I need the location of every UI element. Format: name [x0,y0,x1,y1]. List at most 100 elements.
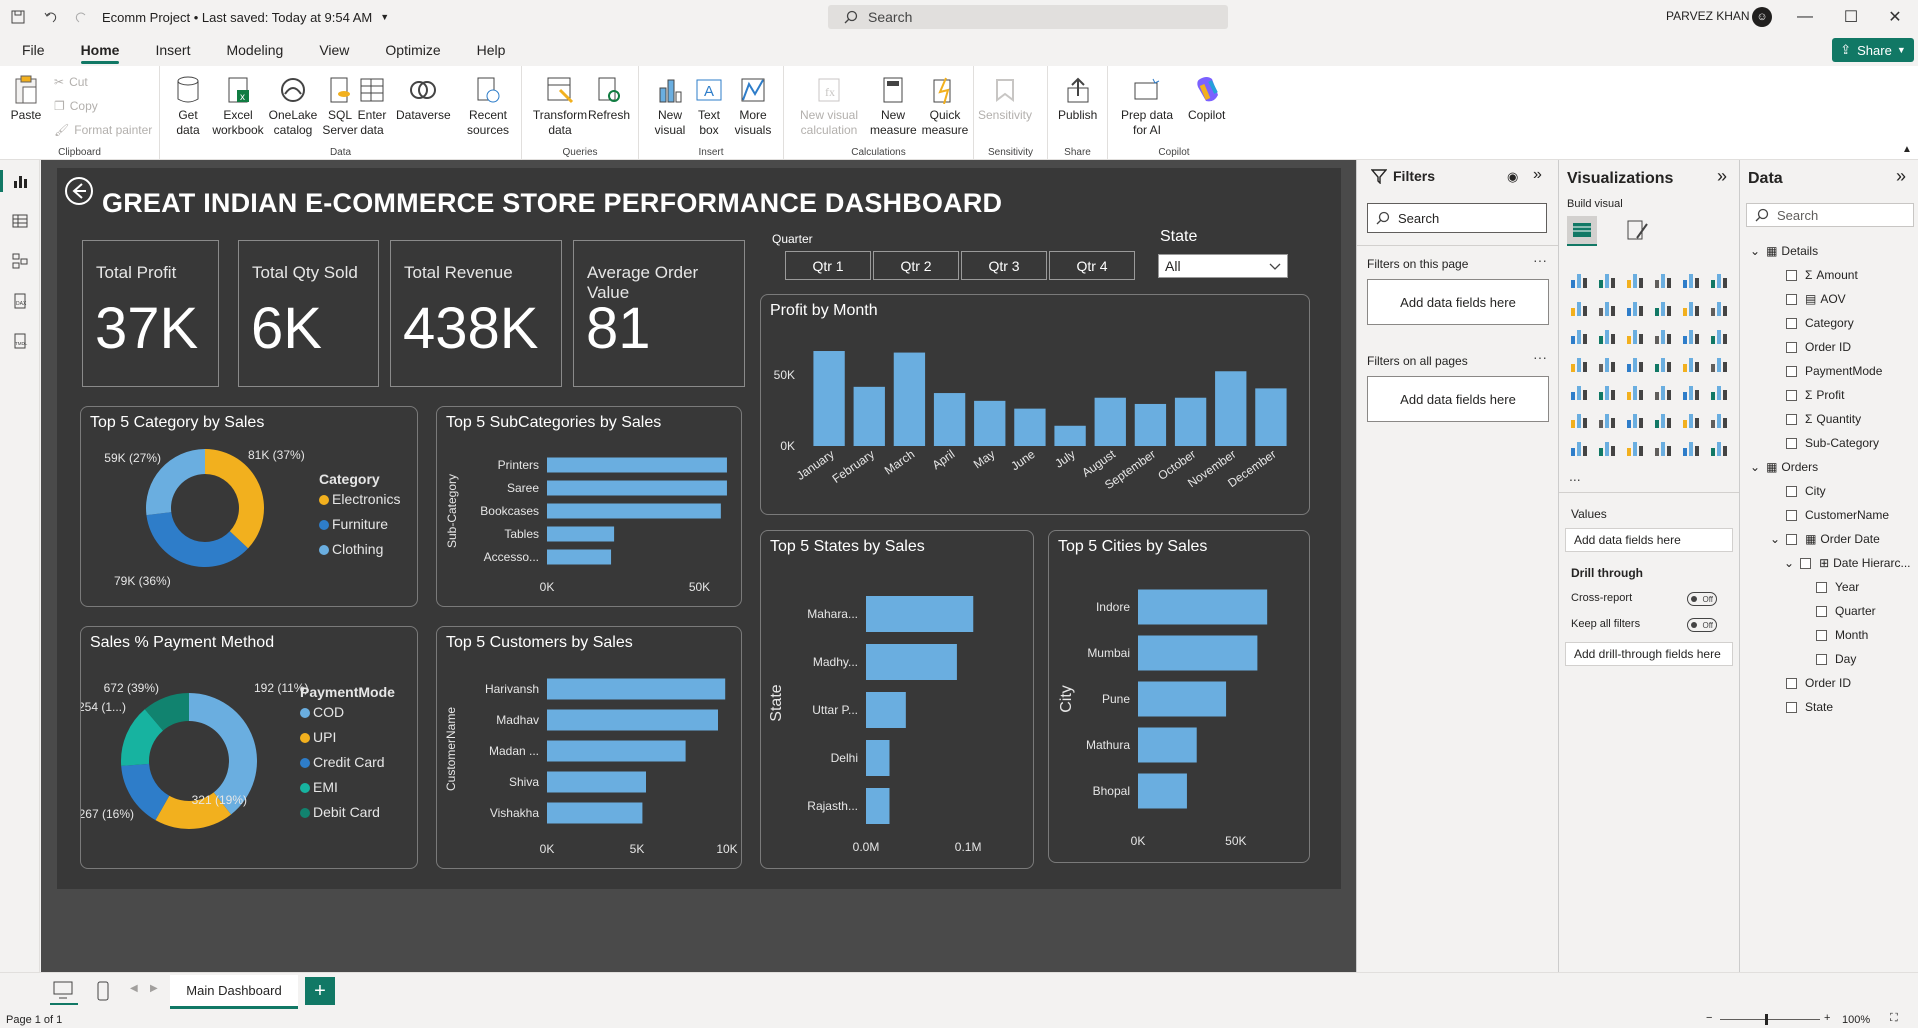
field-checkbox[interactable] [1786,269,1797,281]
enter-data-button[interactable]: Enter data [356,74,388,138]
area-icon[interactable] [1597,298,1619,320]
field-checkbox[interactable] [1786,533,1798,545]
100-stacked-column-icon[interactable] [1709,270,1731,292]
field-checkbox[interactable] [1816,581,1827,593]
eye-icon[interactable]: ◉ [1507,169,1519,184]
quarter-option-q1[interactable]: Qtr 1 [785,251,871,280]
kpi-card-qty[interactable]: Total Qty Sold 6K [238,240,379,387]
fit-page-icon[interactable]: ⛶ [1890,1012,1898,1024]
field-month[interactable]: Month [1816,628,1868,642]
slicer-icon[interactable] [1625,382,1647,404]
azure-map-icon[interactable] [1653,354,1675,376]
recent-sources-button[interactable]: Recent sources [462,74,514,138]
zoom-slider[interactable] [1720,1019,1820,1020]
text-box-button[interactable]: A Text box [693,74,725,138]
excel-workbook-button[interactable]: x Excel workbook [210,74,266,138]
treemap-icon[interactable] [1569,354,1591,376]
decomposition-tree-icon[interactable] [1625,410,1647,432]
menu-optimize[interactable]: Optimize [385,42,441,58]
100-stacked-area-icon[interactable] [1653,298,1675,320]
clustered-column-icon[interactable] [1653,270,1675,292]
power-automate-icon[interactable] [1625,438,1647,460]
redo-icon[interactable] [66,0,96,34]
field-order-id[interactable]: Order ID [1786,340,1851,354]
field-checkbox[interactable] [1786,389,1797,401]
more-options-icon[interactable]: ··· [1533,252,1547,268]
menu-help[interactable]: Help [476,42,506,58]
zoom-out-icon[interactable]: − [1706,1012,1713,1024]
top-category-visual[interactable]: Top 5 Category by Sales 81K (37%) 79K (36… [80,406,418,607]
field-date-hierarc-[interactable]: ⌄ ⊞ Date Hierarc... [1784,556,1910,570]
quarter-option-q2[interactable]: Qtr 2 [873,251,959,280]
sensitivity-button[interactable]: Sensitivity [978,74,1032,123]
field-category[interactable]: Category [1786,316,1854,330]
top-subcategories-visual[interactable]: Top 5 SubCategories by Sales Printers Sar… [436,406,742,607]
mobile-layout-icon[interactable] [96,981,110,1001]
chevron-down-icon[interactable]: ⌄ [1750,244,1761,258]
new-measure-button[interactable]: New measure [870,74,917,138]
new-visual-calculation-button[interactable]: fx New visual calculation [794,74,864,138]
keep-filters-toggle[interactable]: Off [1687,618,1717,632]
field-checkbox[interactable] [1786,485,1797,497]
page-tab-main-dashboard[interactable]: Main Dashboard [170,975,298,1009]
title-dropdown-icon[interactable]: ▼ [380,12,390,22]
add-page-button[interactable]: + [305,977,335,1005]
kpi-card-aov[interactable]: Average Order Value 81 [573,240,745,387]
top-states-visual[interactable]: Top 5 States by Sales Mahara... Madhy... U… [760,530,1034,869]
filters-all-dropzone[interactable]: Add data fields here [1367,376,1549,422]
collapse-visualizations-icon[interactable]: » [1717,166,1728,186]
new-visual-button[interactable]: New visual [653,74,687,138]
dataverse-button[interactable]: Dataverse [396,74,451,123]
donut-icon[interactable] [1709,326,1731,348]
menu-home[interactable]: Home [80,34,119,66]
key-influencers-icon[interactable] [1597,410,1619,432]
new-card-icon[interactable] [1653,438,1675,460]
dax-query-view-icon[interactable]: DAX [9,290,31,312]
maximize-icon[interactable]: ☐ [1843,9,1859,26]
tmdl-view-icon[interactable]: TMDL [9,330,31,352]
filled-map-icon[interactable] [1625,354,1647,376]
top-customers-visual[interactable]: Top 5 Customers by Sales Harivansh Madhav… [436,626,742,869]
scatter-icon[interactable] [1653,326,1675,348]
collapse-ribbon-icon[interactable]: ▲ [1902,144,1912,155]
stacked-bar-icon[interactable] [1569,270,1591,292]
zoom-slider-thumb[interactable] [1765,1014,1768,1025]
field-checkbox[interactable] [1786,509,1797,521]
field-checkbox[interactable] [1786,317,1797,329]
field-checkbox[interactable] [1816,653,1827,665]
paginated-report-icon[interactable] [1569,438,1591,460]
cross-report-toggle[interactable]: Off [1687,592,1717,606]
scroll-right-icon[interactable]: ▶ [150,983,158,994]
field-year[interactable]: Year [1816,580,1859,594]
multi-row-card-icon[interactable] [1569,382,1591,404]
table-details[interactable]: ⌄ ▦ Details [1750,244,1818,258]
goals-icon[interactable] [1709,410,1731,432]
field-customername[interactable]: CustomerName [1786,508,1889,522]
sql-server-button[interactable]: SQL Server [322,74,358,138]
drill-through-dropzone[interactable]: Add drill-through fields here [1565,642,1733,666]
share-button[interactable]: ⇪ Share ▼ [1832,38,1914,62]
matrix-icon[interactable] [1681,382,1703,404]
transform-data-button[interactable]: Transform data [530,74,590,138]
table-view-icon[interactable] [9,210,31,232]
menu-file[interactable]: File [22,42,45,58]
report-view-icon[interactable] [9,170,31,192]
payment-method-visual[interactable]: Sales % Payment Method 672 (39%) 321 (19%… [80,626,418,869]
gauge-icon[interactable] [1681,354,1703,376]
format-visual-tab[interactable] [1625,218,1653,246]
map-icon[interactable] [1597,354,1619,376]
undo-icon[interactable] [36,0,66,34]
field-checkbox[interactable] [1786,701,1797,713]
collapse-data-icon[interactable]: » [1896,166,1907,186]
cut-button[interactable]: ✂ Cut [54,75,88,89]
pie-icon[interactable] [1681,326,1703,348]
stacked-area-icon[interactable] [1625,298,1647,320]
line-icon[interactable] [1569,298,1591,320]
avatar[interactable]: ☺ [1752,7,1772,27]
format-painter-button[interactable]: 🖌 Format painter [54,123,152,137]
field-state[interactable]: State [1786,700,1833,714]
desktop-layout-icon[interactable] [50,977,78,1005]
minimize-icon[interactable]: — [1797,8,1813,25]
100-stacked-bar-icon[interactable] [1681,270,1703,292]
ribbon-icon[interactable] [1569,326,1591,348]
